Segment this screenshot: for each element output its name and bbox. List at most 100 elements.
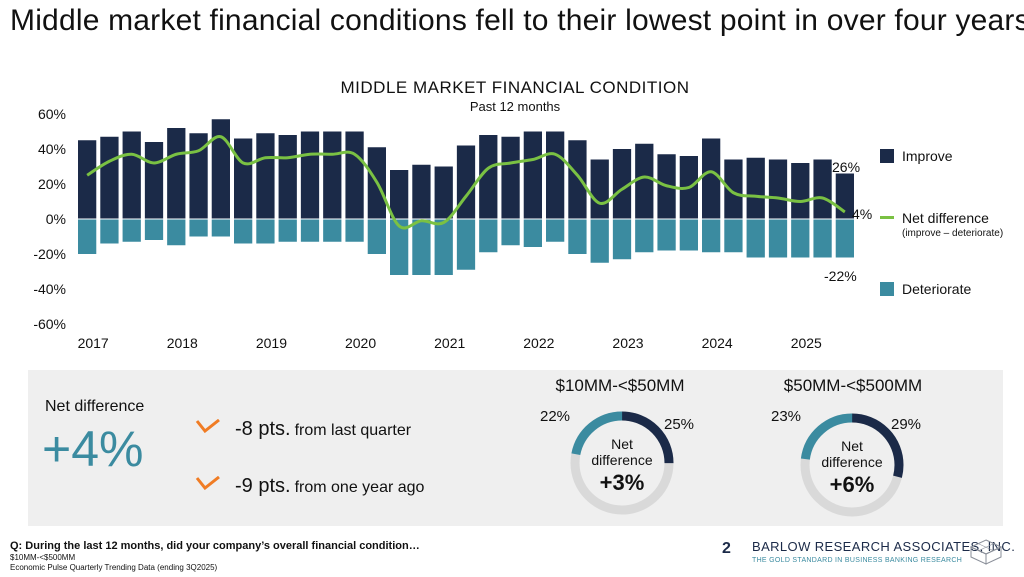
bar-improve xyxy=(78,140,97,219)
donut-small: Net difference +3% xyxy=(567,408,677,518)
bar-deteriorate xyxy=(523,219,542,247)
bar-improve xyxy=(479,135,498,219)
bar-deteriorate xyxy=(323,219,342,242)
legend-label-net: Net difference xyxy=(902,210,989,226)
legend-note-net: (improve – deteriorate) xyxy=(902,228,1004,239)
brand-name: BARLOW RESEARCH ASSOCIATES, INC. xyxy=(752,539,1016,554)
legend-label-improve: Improve xyxy=(902,148,953,164)
bar-deteriorate xyxy=(657,219,676,251)
bar-deteriorate xyxy=(434,219,453,275)
bar-improve xyxy=(546,131,565,219)
bar-deteriorate xyxy=(167,219,186,246)
change-year-text: from one year ago xyxy=(294,479,425,496)
change-year-value: -9 pts. xyxy=(235,475,291,497)
legend-improve: Improve xyxy=(880,148,953,164)
x-tick-label: 2022 xyxy=(523,335,554,351)
bar-improve xyxy=(456,145,476,219)
bar-deteriorate xyxy=(78,219,97,254)
legend-net: Net difference (improve – deteriorate) xyxy=(880,210,1003,239)
net-difference-line xyxy=(86,135,846,230)
bar-improve xyxy=(813,159,832,219)
net-difference-label: Net difference xyxy=(45,398,145,415)
donut-title-small: $10MM-<$50MM xyxy=(555,376,685,395)
bar-improve xyxy=(791,163,810,219)
bar-improve xyxy=(590,159,609,219)
bar-improve xyxy=(724,159,743,219)
donut-ring-small xyxy=(570,411,674,515)
bar-improve xyxy=(568,140,587,219)
bar-improve xyxy=(234,138,253,219)
y-tick-label: 40% xyxy=(38,141,66,157)
legend-label-deteriorate: Deteriorate xyxy=(902,281,972,297)
bar-improve xyxy=(323,131,342,219)
page-number: 2 xyxy=(722,540,731,557)
bar-deteriorate xyxy=(456,219,476,270)
donut-large-deteriorate-label: 23% xyxy=(771,408,802,425)
x-tick-label: 2021 xyxy=(434,335,465,351)
x-tick-label: 2024 xyxy=(702,335,733,351)
bar-deteriorate xyxy=(345,219,364,242)
bar-deteriorate xyxy=(768,219,788,258)
bar-improve xyxy=(256,133,275,219)
bars xyxy=(78,119,854,275)
donut-center-label: Net xyxy=(841,438,863,454)
down-check-icon xyxy=(195,476,220,490)
y-tick-label: 60% xyxy=(38,106,66,122)
net-difference-value: +4% xyxy=(42,421,144,477)
bar-deteriorate xyxy=(791,219,810,258)
donut-center-label2: difference xyxy=(821,454,883,470)
change-quarter: -8 pts. from last quarter xyxy=(195,418,411,441)
bar-deteriorate xyxy=(211,219,230,237)
donut-center-label: Net xyxy=(611,436,633,452)
net-difference-path xyxy=(86,135,846,230)
bar-deteriorate xyxy=(100,219,119,244)
donut-center-value: +3% xyxy=(599,470,645,495)
bar-deteriorate xyxy=(412,219,431,275)
bar-deteriorate xyxy=(501,219,520,246)
bar-deteriorate xyxy=(813,219,832,258)
bar-deteriorate xyxy=(300,219,320,242)
x-tick-label: 2017 xyxy=(78,335,109,351)
bar-deteriorate xyxy=(546,219,565,242)
chart-subtitle: Past 12 months xyxy=(469,99,561,114)
bar-deteriorate xyxy=(367,219,386,254)
bar-deteriorate xyxy=(724,219,743,253)
donut-title-large: $50MM-<$500MM xyxy=(783,376,923,395)
bar-improve xyxy=(501,136,520,219)
brand-tagline: THE GOLD STANDARD IN BUSINESS BANKING RE… xyxy=(752,557,963,564)
donut-center-label2: difference xyxy=(591,452,653,468)
y-tick-label: -40% xyxy=(33,281,66,297)
bar-deteriorate xyxy=(702,219,721,253)
x-axis-ticks: 2017 2018 2019 2020 2021 2022 2023 2024 2025 xyxy=(78,335,823,351)
down-check-icon xyxy=(195,419,220,433)
survey-question: Q: During the last 12 months, did your c… xyxy=(10,540,420,552)
end-label-deteriorate: -22% xyxy=(824,268,857,284)
bar-improve xyxy=(746,157,765,219)
donut-ring-large xyxy=(800,413,904,517)
change-quarter-text: from last quarter xyxy=(294,422,412,439)
x-tick-label: 2019 xyxy=(256,335,287,351)
bar-deteriorate xyxy=(612,219,632,260)
summary-panel xyxy=(28,370,1003,526)
bar-improve xyxy=(434,166,453,219)
bar-improve xyxy=(278,135,297,219)
bar-deteriorate xyxy=(746,219,765,258)
bar-improve xyxy=(390,170,409,219)
bar-deteriorate xyxy=(635,219,654,253)
y-tick-label: 20% xyxy=(38,176,66,192)
bar-improve xyxy=(612,149,632,219)
bar-deteriorate xyxy=(234,219,253,244)
bar-deteriorate xyxy=(278,219,297,242)
donut-center-value: +6% xyxy=(829,472,875,497)
source-note: Economic Pulse Quarterly Trending Data (… xyxy=(10,563,218,572)
x-tick-label: 2020 xyxy=(345,335,376,351)
bar-improve xyxy=(211,119,230,219)
end-label-improve: 26% xyxy=(832,159,861,175)
y-axis-ticks: 60% 40% 20% 0% -20% -40% -60% xyxy=(33,106,66,332)
bar-improve xyxy=(702,138,721,219)
bar-deteriorate xyxy=(144,219,164,240)
brand-logo-icon xyxy=(970,539,1002,565)
y-tick-label: -60% xyxy=(33,316,66,332)
bar-improve xyxy=(122,131,141,219)
bar-improve xyxy=(412,164,431,219)
